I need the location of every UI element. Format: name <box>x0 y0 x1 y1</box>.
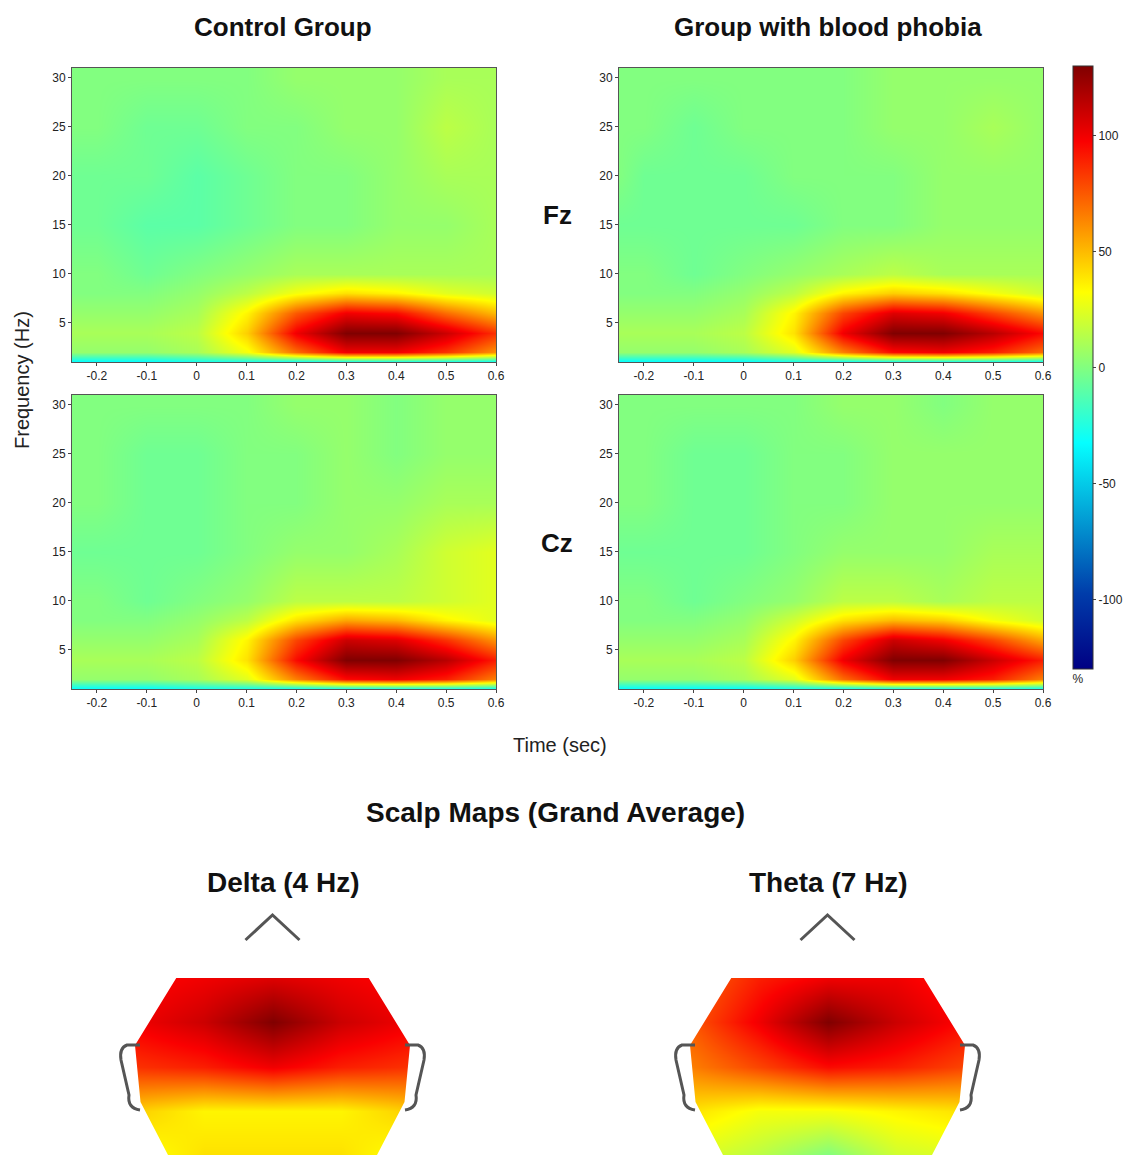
svg-text:Frequency (Hz): Frequency (Hz) <box>11 311 33 449</box>
svg-text:0.6: 0.6 <box>1035 696 1052 710</box>
svg-text:25: 25 <box>52 120 66 134</box>
svg-text:25: 25 <box>52 447 66 461</box>
svg-text:Control Group: Control Group <box>194 12 372 42</box>
svg-text:-0.1: -0.1 <box>136 696 157 710</box>
svg-text:-0.1: -0.1 <box>683 369 704 383</box>
svg-text:0.3: 0.3 <box>885 696 902 710</box>
svg-text:5: 5 <box>59 316 66 330</box>
svg-text:%: % <box>1073 672 1084 686</box>
svg-text:Cz: Cz <box>541 528 573 558</box>
svg-text:10: 10 <box>52 267 66 281</box>
svg-text:Scalp Maps (Grand Average): Scalp Maps (Grand Average) <box>366 797 745 828</box>
svg-text:0.5: 0.5 <box>985 696 1002 710</box>
svg-text:0.6: 0.6 <box>1035 369 1052 383</box>
svg-text:30: 30 <box>52 398 66 412</box>
svg-text:0.1: 0.1 <box>238 696 255 710</box>
svg-text:20: 20 <box>52 496 66 510</box>
svg-text:0.2: 0.2 <box>835 369 852 383</box>
svg-text:-0.2: -0.2 <box>87 696 108 710</box>
svg-text:-50: -50 <box>1098 477 1116 491</box>
svg-text:0.3: 0.3 <box>885 369 902 383</box>
svg-text:20: 20 <box>52 169 66 183</box>
svg-text:-0.1: -0.1 <box>136 369 157 383</box>
svg-text:50: 50 <box>1098 245 1112 259</box>
svg-text:5: 5 <box>606 643 613 657</box>
svg-text:0.2: 0.2 <box>835 696 852 710</box>
svg-text:15: 15 <box>599 218 613 232</box>
svg-text:0.5: 0.5 <box>438 369 455 383</box>
svg-text:0.1: 0.1 <box>785 696 802 710</box>
svg-text:15: 15 <box>52 218 66 232</box>
svg-text:25: 25 <box>599 447 613 461</box>
svg-text:20: 20 <box>599 169 613 183</box>
svg-text:-0.2: -0.2 <box>634 696 655 710</box>
svg-text:0.3: 0.3 <box>338 696 355 710</box>
svg-text:15: 15 <box>52 545 66 559</box>
svg-text:0.4: 0.4 <box>388 696 405 710</box>
svg-text:0.2: 0.2 <box>288 696 305 710</box>
svg-text:0.4: 0.4 <box>935 696 952 710</box>
svg-text:10: 10 <box>599 594 613 608</box>
svg-text:0.2: 0.2 <box>288 369 305 383</box>
svg-text:Time (sec): Time (sec) <box>513 734 607 756</box>
svg-text:0: 0 <box>193 696 200 710</box>
svg-text:30: 30 <box>52 71 66 85</box>
svg-text:-0.2: -0.2 <box>634 369 655 383</box>
svg-text:15: 15 <box>599 545 613 559</box>
svg-text:5: 5 <box>59 643 66 657</box>
svg-text:0.1: 0.1 <box>238 369 255 383</box>
svg-text:30: 30 <box>599 71 613 85</box>
svg-text:30: 30 <box>599 398 613 412</box>
svg-text:100: 100 <box>1098 129 1118 143</box>
svg-text:-100: -100 <box>1098 593 1122 607</box>
svg-text:0.5: 0.5 <box>985 369 1002 383</box>
svg-text:Delta (4 Hz): Delta (4 Hz) <box>207 867 359 898</box>
svg-text:Theta (7 Hz): Theta (7 Hz) <box>749 867 908 898</box>
svg-text:0.1: 0.1 <box>785 369 802 383</box>
svg-text:0: 0 <box>1098 361 1105 375</box>
svg-text:0: 0 <box>193 369 200 383</box>
svg-text:Fz: Fz <box>543 200 572 230</box>
svg-text:10: 10 <box>52 594 66 608</box>
svg-text:-0.1: -0.1 <box>683 696 704 710</box>
svg-text:0.6: 0.6 <box>488 369 505 383</box>
svg-text:0.4: 0.4 <box>388 369 405 383</box>
svg-text:10: 10 <box>599 267 613 281</box>
svg-text:0: 0 <box>740 696 747 710</box>
svg-text:20: 20 <box>599 496 613 510</box>
svg-text:0.5: 0.5 <box>438 696 455 710</box>
svg-text:Group with blood phobia: Group with blood phobia <box>674 12 982 42</box>
svg-text:0.6: 0.6 <box>488 696 505 710</box>
svg-text:0: 0 <box>740 369 747 383</box>
svg-text:5: 5 <box>606 316 613 330</box>
svg-text:0.3: 0.3 <box>338 369 355 383</box>
svg-text:0.4: 0.4 <box>935 369 952 383</box>
svg-text:25: 25 <box>599 120 613 134</box>
svg-text:-0.2: -0.2 <box>87 369 108 383</box>
